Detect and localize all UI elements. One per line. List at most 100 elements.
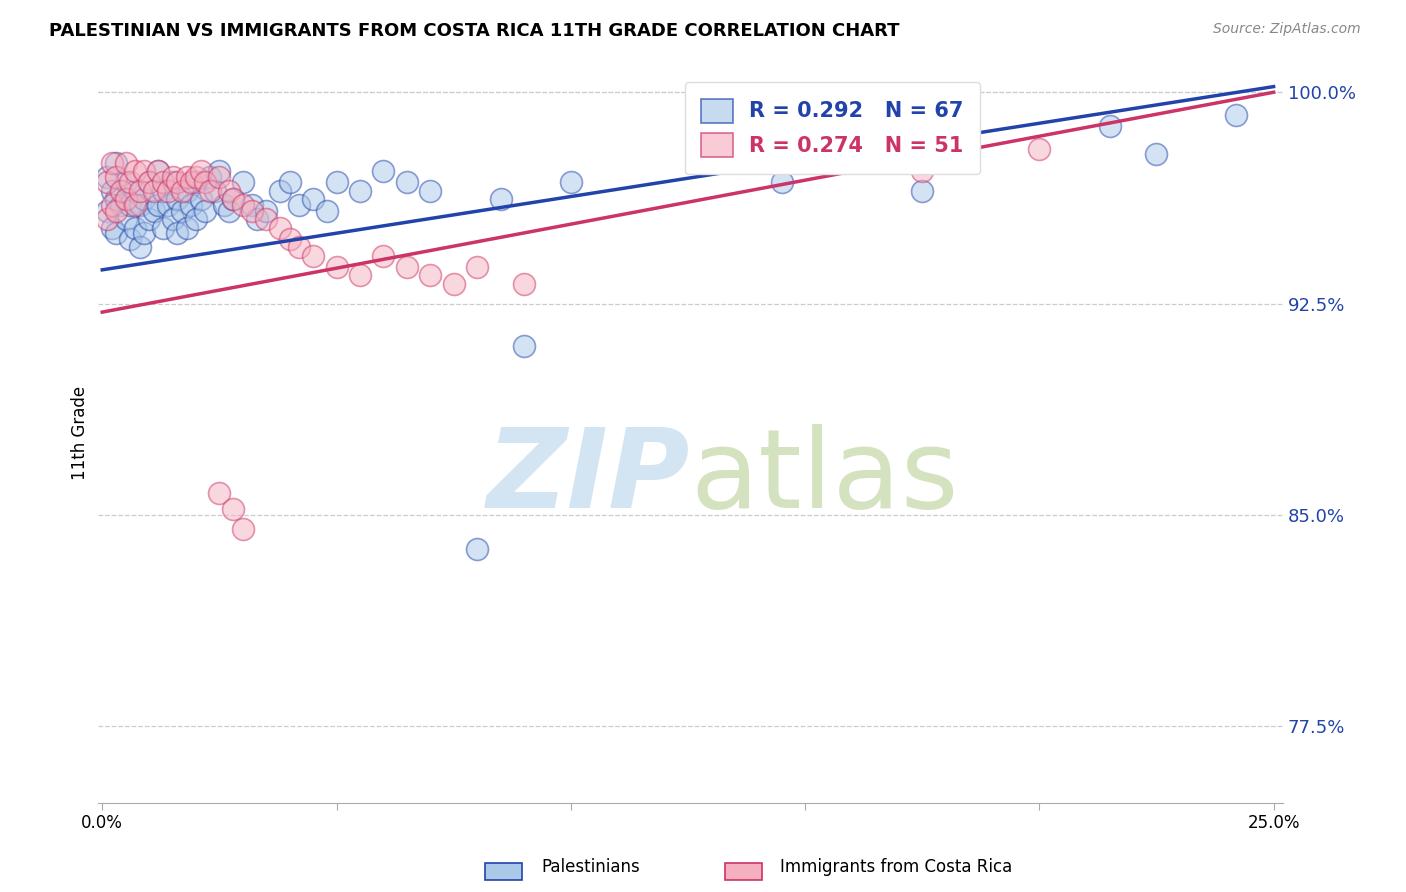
- Point: [96, 176, 118, 190]
- Point: [373, 249, 395, 263]
- Point: [100, 184, 122, 198]
- Point: [142, 203, 165, 218]
- Point: [278, 176, 301, 190]
- Point: [128, 198, 150, 212]
- Point: [198, 169, 221, 184]
- Point: [180, 198, 202, 212]
- Point: [349, 268, 371, 283]
- Point: [349, 184, 371, 198]
- Point: [134, 226, 156, 240]
- Point: [134, 193, 156, 207]
- Point: [166, 193, 188, 207]
- Point: [240, 198, 263, 212]
- Point: [218, 203, 240, 218]
- Point: [152, 184, 174, 198]
- Point: [190, 193, 212, 207]
- Point: [162, 169, 184, 184]
- Point: [489, 193, 512, 207]
- Point: [1028, 142, 1050, 156]
- Text: Source: ZipAtlas.com: Source: ZipAtlas.com: [1213, 22, 1361, 37]
- Text: PALESTINIAN VS IMMIGRANTS FROM COSTA RICA 11TH GRADE CORRELATION CHART: PALESTINIAN VS IMMIGRANTS FROM COSTA RIC…: [49, 22, 900, 40]
- Point: [218, 184, 240, 198]
- Point: [134, 164, 156, 178]
- Point: [162, 176, 184, 190]
- Point: [124, 198, 146, 212]
- Point: [176, 220, 198, 235]
- Point: [176, 169, 198, 184]
- Point: [316, 203, 339, 218]
- Point: [204, 184, 226, 198]
- Point: [184, 212, 207, 227]
- Point: [162, 212, 184, 227]
- Point: [302, 193, 325, 207]
- Point: [138, 176, 160, 190]
- Point: [232, 522, 254, 536]
- Point: [105, 226, 128, 240]
- Point: [190, 164, 212, 178]
- Point: [170, 184, 193, 198]
- Point: [110, 198, 132, 212]
- Point: [142, 184, 165, 198]
- Point: [128, 184, 150, 198]
- Point: [222, 502, 245, 516]
- Point: [180, 176, 202, 190]
- Point: [212, 198, 235, 212]
- Point: [100, 155, 122, 169]
- Point: [124, 164, 146, 178]
- Point: [138, 212, 160, 227]
- Point: [1225, 108, 1247, 122]
- Point: [194, 203, 217, 218]
- Point: [208, 164, 231, 178]
- Point: [198, 184, 221, 198]
- Point: [222, 193, 245, 207]
- Point: [96, 203, 118, 218]
- Point: [288, 198, 311, 212]
- Point: [124, 220, 146, 235]
- Text: ZIP: ZIP: [486, 424, 690, 531]
- Point: [96, 169, 118, 184]
- Point: [105, 203, 128, 218]
- Point: [184, 169, 207, 184]
- Point: [513, 339, 536, 353]
- Point: [148, 164, 170, 178]
- Point: [395, 176, 418, 190]
- Point: [560, 176, 582, 190]
- Text: Palestinians: Palestinians: [541, 858, 640, 876]
- Point: [325, 176, 347, 190]
- Point: [120, 198, 142, 212]
- Point: [105, 169, 128, 184]
- Point: [138, 176, 160, 190]
- Point: [513, 277, 536, 291]
- Point: [124, 184, 146, 198]
- Point: [302, 249, 325, 263]
- Point: [156, 184, 179, 198]
- Point: [1146, 147, 1168, 161]
- Point: [288, 240, 311, 254]
- Point: [254, 212, 277, 227]
- Point: [208, 169, 231, 184]
- Point: [166, 226, 188, 240]
- Point: [269, 184, 291, 198]
- Legend: R = 0.292   N = 67, R = 0.274   N = 51: R = 0.292 N = 67, R = 0.274 N = 51: [685, 82, 980, 174]
- Point: [419, 268, 441, 283]
- Point: [770, 176, 793, 190]
- Point: [1098, 119, 1121, 133]
- Point: [240, 203, 263, 218]
- Point: [114, 155, 136, 169]
- Point: [373, 164, 395, 178]
- Point: [194, 176, 217, 190]
- Point: [100, 220, 122, 235]
- Point: [100, 198, 122, 212]
- Text: atlas: atlas: [690, 424, 959, 531]
- Point: [184, 176, 207, 190]
- Point: [254, 203, 277, 218]
- Point: [114, 193, 136, 207]
- Point: [465, 260, 488, 274]
- Point: [110, 184, 132, 198]
- Point: [911, 184, 934, 198]
- Point: [325, 260, 347, 274]
- Point: [222, 193, 245, 207]
- Point: [443, 277, 465, 291]
- Point: [278, 232, 301, 246]
- Point: [148, 164, 170, 178]
